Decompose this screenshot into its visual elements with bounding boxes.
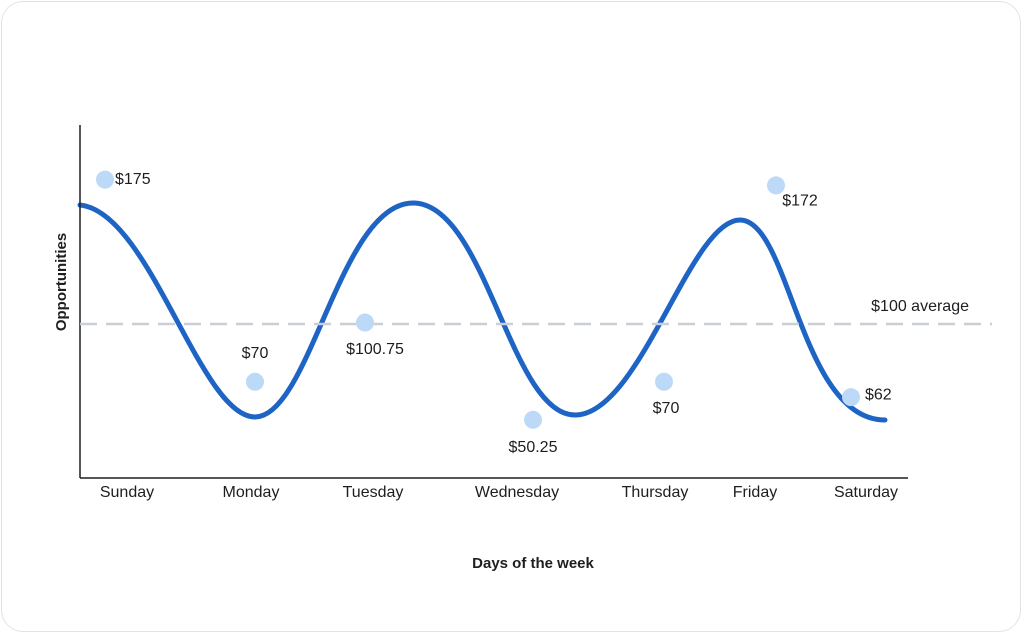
point <box>524 410 542 429</box>
value-label: $175 <box>115 171 151 188</box>
trend-wave <box>77 200 888 423</box>
value-label: $50.25 <box>509 439 558 456</box>
x-tick-label: Wednesday <box>475 484 559 501</box>
point <box>842 388 860 407</box>
point <box>356 313 374 332</box>
x-axis-title: Days of the week <box>472 555 594 572</box>
point <box>246 372 264 391</box>
value-label: $172 <box>782 193 818 210</box>
x-tick-label: Monday <box>223 484 280 501</box>
x-tick-label: Friday <box>733 484 777 501</box>
value-label: $100.75 <box>346 341 404 358</box>
value-label: $70 <box>653 400 680 417</box>
point <box>655 372 673 391</box>
x-tick-label: Sunday <box>100 484 154 501</box>
point <box>96 170 114 189</box>
x-tick-label: Thursday <box>622 484 689 501</box>
average-label: $100 average <box>871 298 969 315</box>
value-label: $70 <box>242 345 269 362</box>
x-tick-label: Tuesday <box>343 484 404 501</box>
y-axis-title: Opportunities <box>53 233 70 331</box>
point <box>767 176 785 195</box>
x-tick-label: Saturday <box>834 484 898 501</box>
value-label: $62 <box>865 386 892 403</box>
